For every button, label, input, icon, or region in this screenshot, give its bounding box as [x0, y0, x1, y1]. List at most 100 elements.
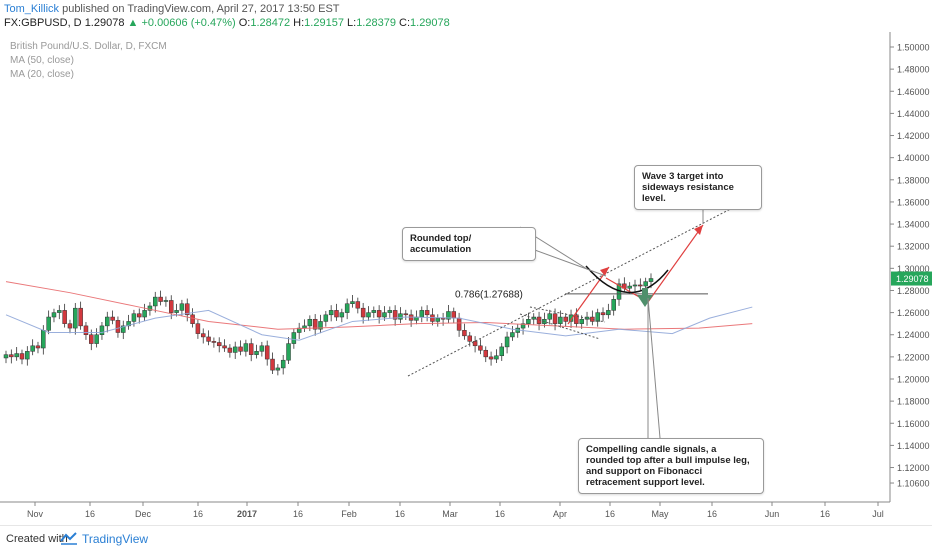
candle — [67, 319, 73, 334]
candle — [206, 330, 211, 346]
candle-body — [547, 313, 552, 320]
candle-body — [462, 330, 467, 337]
candle — [606, 303, 611, 319]
publish-info: Tom_Killick published on TradingView.com… — [4, 3, 340, 15]
candle — [25, 346, 30, 366]
candle-body — [238, 346, 243, 352]
annotation-wave3: Wave 3 target into sideways resistance l… — [634, 165, 762, 210]
last-price: 1.29078 — [84, 17, 125, 29]
candle-body — [216, 342, 222, 347]
legend: British Pound/U.S. Dollar, D, FXCM MA (50… — [10, 41, 167, 80]
candle — [14, 347, 19, 361]
x-tick-label: Jun — [765, 509, 780, 519]
candle — [424, 305, 430, 322]
y-tick-label: 1.26000 — [897, 308, 930, 318]
candle — [286, 337, 291, 365]
candle-body — [243, 343, 249, 352]
candle — [211, 337, 217, 348]
up-arrow-icon: ▲ — [127, 17, 139, 29]
candle-body — [280, 359, 286, 369]
candle-body — [563, 316, 568, 322]
candle — [195, 319, 201, 339]
candle — [632, 279, 638, 293]
candle-body — [424, 310, 430, 316]
candle-body — [387, 310, 393, 313]
candle — [83, 322, 89, 340]
candle-body — [137, 313, 142, 318]
candle — [472, 336, 478, 353]
candle-body — [275, 367, 281, 371]
candle-body — [595, 312, 600, 322]
x-tick-label: Nov — [27, 509, 44, 519]
x-tick-label: 16 — [293, 509, 303, 519]
last-price-badge — [891, 271, 932, 286]
y-tick-label: 1.24000 — [897, 330, 930, 340]
candle-body — [78, 307, 83, 327]
x-tick-label: Feb — [341, 509, 357, 519]
ma50-line — [5, 281, 753, 330]
candle — [510, 325, 515, 341]
candle-body — [35, 345, 41, 349]
candle-body — [57, 310, 62, 313]
candle — [291, 328, 297, 349]
footer: Created with TradingView — [0, 525, 932, 551]
x-tick-label: Mar — [442, 509, 458, 519]
candle-body — [73, 307, 78, 329]
candle — [163, 296, 169, 307]
candle — [232, 341, 238, 359]
x-tick-label: 16 — [395, 509, 405, 519]
arrow-head-2 — [694, 225, 703, 235]
y-tick-label: 1.18000 — [897, 397, 930, 407]
x-tick-label: 16 — [820, 509, 830, 519]
candle-body — [318, 321, 323, 330]
candle-body — [488, 356, 494, 360]
candle — [403, 309, 409, 321]
candle-body — [638, 284, 643, 287]
x-tick-label: Dec — [135, 509, 152, 519]
candle — [371, 306, 377, 318]
candle — [398, 307, 403, 324]
candle — [51, 308, 57, 323]
callout-pointer-compelling-2 — [647, 297, 661, 439]
candle-body — [83, 325, 89, 335]
candle — [366, 306, 371, 321]
tradingview-brand[interactable]: TradingView — [82, 532, 149, 546]
candle — [105, 311, 110, 333]
candle-body — [355, 301, 361, 309]
candle-body — [174, 310, 179, 313]
candle — [344, 298, 350, 320]
candle-body — [494, 355, 499, 360]
candle-body — [190, 314, 195, 324]
price-change: +0.00606 (+0.47%) — [141, 17, 236, 29]
candle — [9, 349, 14, 364]
candle — [558, 310, 563, 328]
symbol-quote: FX:GBPUSD, D 1.29078 ▲ +0.00606 (+0.47%)… — [4, 17, 450, 29]
dotted-channel-upper — [407, 202, 743, 377]
high-value: 1.29157 — [304, 17, 344, 29]
candle-body — [371, 310, 377, 313]
candle-body — [222, 345, 227, 349]
candle — [392, 305, 398, 326]
y-tick-label: 1.22000 — [897, 352, 930, 362]
candle-body — [579, 318, 584, 324]
candle — [19, 349, 25, 365]
candle-body — [632, 284, 638, 287]
y-tick-label: 1.12000 — [897, 463, 930, 473]
candle-body — [307, 318, 313, 327]
candle — [334, 303, 339, 321]
wave3-target-arrow — [647, 224, 704, 303]
author-link[interactable]: Tom_Killick — [4, 3, 60, 15]
candle-body — [430, 314, 435, 322]
candle-body — [131, 313, 137, 322]
candle-body — [99, 325, 105, 335]
candle — [323, 310, 329, 327]
candle — [280, 354, 286, 375]
support-arrow-icon — [637, 288, 653, 307]
candle-body — [472, 341, 478, 347]
price-chart[interactable]: 1.50000 1.48000 1.46000 1.44000 1.42000 1.400… — [0, 32, 932, 525]
candle — [227, 344, 233, 358]
candle-body — [200, 333, 206, 338]
candle-body — [456, 317, 462, 331]
candle — [355, 297, 361, 314]
candle-body — [62, 310, 67, 324]
